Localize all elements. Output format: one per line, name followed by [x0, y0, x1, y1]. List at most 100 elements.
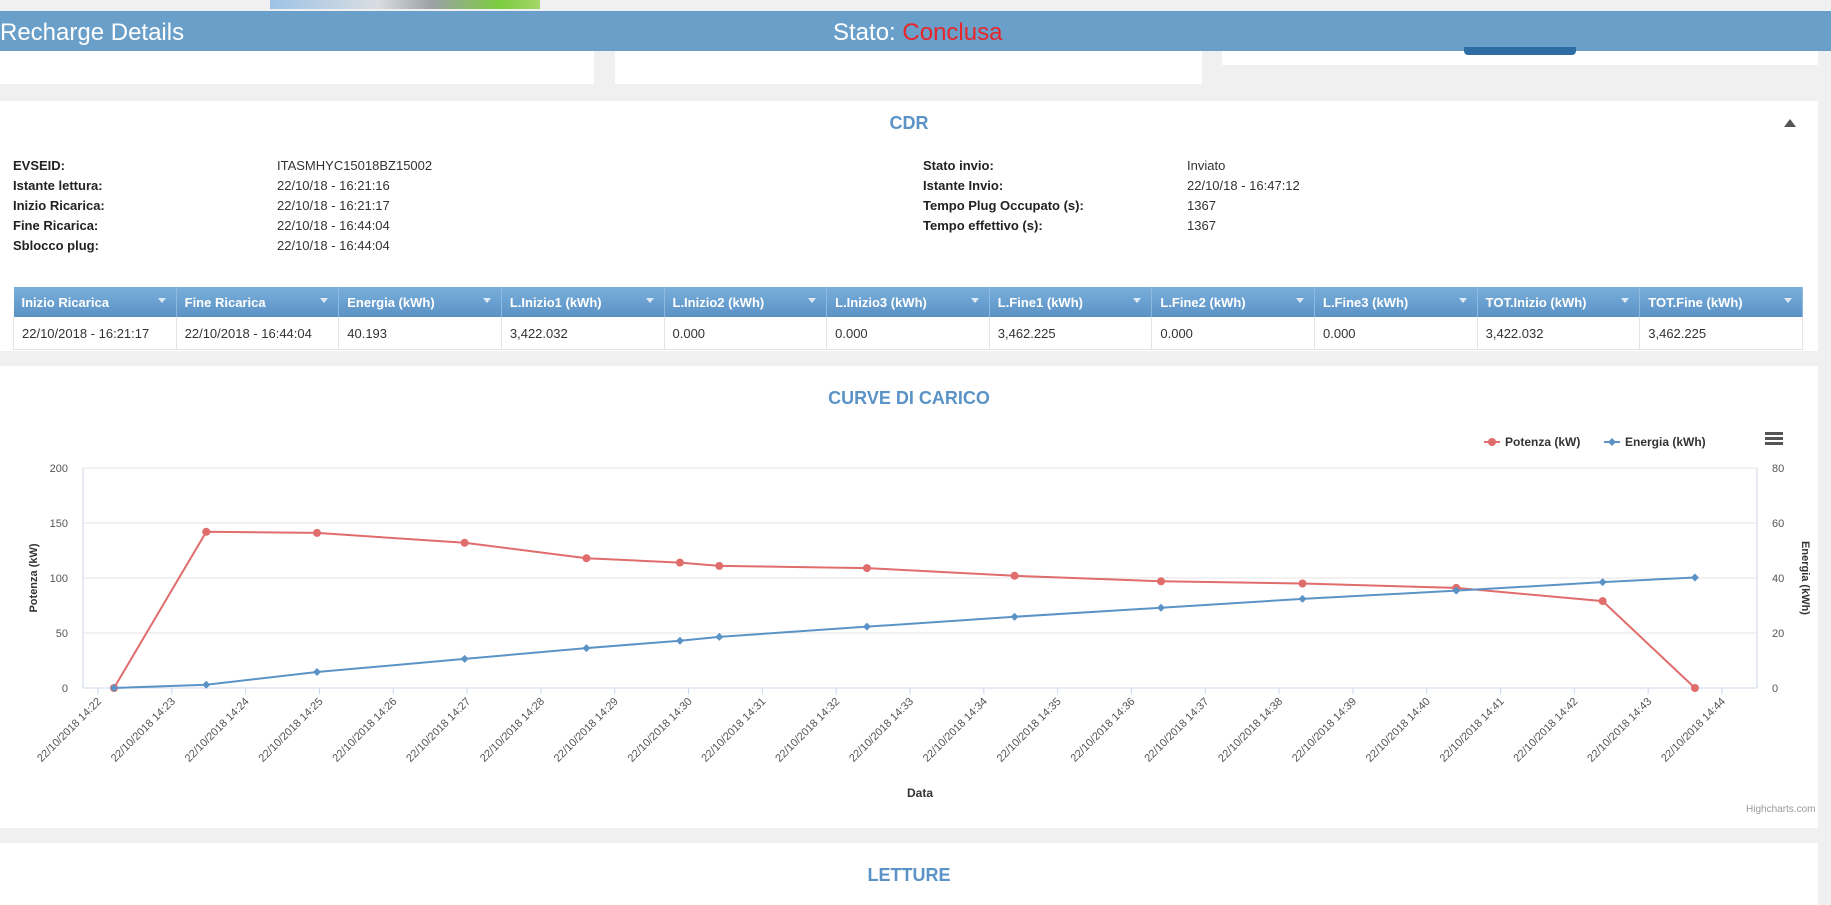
column-header[interactable]: L.Inizio1 (kWh): [501, 287, 665, 317]
y-right-tick-label: 20: [1772, 628, 1784, 640]
potenza-point: [715, 561, 724, 570]
x-tick-label: 22/10/2018 14:36: [1069, 696, 1138, 765]
potenza-point: [1690, 684, 1699, 692]
field-value: 22/10/18 - 16:47:12: [1187, 178, 1300, 193]
potenza-point: [582, 554, 591, 563]
energia-point: [582, 644, 591, 653]
page-title: Recharge Details: [0, 19, 185, 46]
chevron-down-icon[interactable]: [482, 298, 491, 303]
field-value: 22/10/18 - 16:44:04: [277, 218, 390, 233]
chevron-down-icon[interactable]: [1621, 298, 1630, 303]
potenza-point: [1156, 577, 1165, 586]
y-right-axis-title: Energia (kWh): [1799, 541, 1811, 615]
table-cell: 0.000: [664, 317, 828, 350]
column-header[interactable]: Fine Ricarica: [176, 287, 340, 317]
field-label: Fine Ricarica:: [13, 218, 99, 233]
table-header-row: Inizio Ricarica Fine Ricarica Energia (k…: [13, 287, 1803, 317]
column-header[interactable]: L.Fine3 (kWh): [1314, 287, 1478, 317]
column-header[interactable]: L.Fine1 (kWh): [989, 287, 1153, 317]
potenza-point: [312, 528, 321, 537]
table-cell: 0.000: [1314, 317, 1478, 350]
column-header[interactable]: TOT.Fine (kWh): [1639, 287, 1803, 317]
x-tick-label: 22/10/2018 14:43: [1585, 696, 1654, 765]
energia-point: [1010, 612, 1019, 621]
column-header-label: Fine Ricarica: [184, 294, 266, 310]
chart-credits[interactable]: Highcharts.com: [1746, 804, 1816, 815]
x-tick-label: 22/10/2018 14:23: [109, 696, 178, 765]
chart-menu-icon[interactable]: [1765, 432, 1783, 446]
top-panel-left: [0, 51, 594, 84]
table-row[interactable]: 22/10/2018 - 16:21:17 22/10/2018 - 16:44…: [13, 317, 1803, 350]
x-tick-label: 22/10/2018 14:28: [478, 696, 547, 765]
letture-title: LETTURE: [867, 865, 951, 885]
y-left-tick-label: 100: [50, 573, 68, 585]
energia-point: [1156, 603, 1165, 612]
column-header[interactable]: Inizio Ricarica: [13, 287, 177, 317]
field-value: 1367: [1187, 198, 1216, 213]
energia-point: [202, 680, 211, 689]
column-header-label: L.Inizio1 (kWh): [509, 294, 602, 310]
x-tick-label: 22/10/2018 14:35: [995, 696, 1064, 765]
chevron-down-icon[interactable]: [1784, 298, 1792, 303]
cdr-table: Inizio Ricarica Fine Ricarica Energia (k…: [13, 287, 1803, 350]
table-cell: 22/10/2018 - 16:21:17: [13, 317, 177, 350]
y-left-tick-label: 50: [56, 628, 68, 640]
chevron-down-icon[interactable]: [157, 298, 166, 303]
energia-point: [1298, 594, 1307, 603]
potenza-point: [862, 564, 871, 573]
chevron-down-icon[interactable]: [645, 298, 654, 303]
top-panel-button[interactable]: [1464, 47, 1576, 55]
column-header-label: L.Fine1 (kWh): [997, 294, 1083, 310]
x-tick-label: 22/10/2018 14:33: [847, 696, 916, 765]
x-tick-label: 22/10/2018 14:39: [1290, 696, 1359, 765]
field-value: ITASMHYC15018BZ15002: [277, 158, 433, 173]
x-tick-label: 22/10/2018 14:34: [921, 696, 990, 765]
chevron-down-icon[interactable]: [970, 298, 979, 303]
x-tick-label: 22/10/2018 14:26: [330, 696, 399, 765]
column-header-label: Energia (kWh): [347, 294, 435, 310]
column-header-label: L.Inizio2 (kWh): [672, 294, 765, 310]
column-header[interactable]: TOT.Inizio (kWh): [1477, 287, 1641, 317]
x-tick-label: 22/10/2018 14:44: [1659, 696, 1728, 765]
x-tick-label: 22/10/2018 14:29: [552, 696, 621, 765]
table-cell: 40.193: [338, 317, 502, 350]
y-left-tick-label: 150: [50, 518, 68, 530]
x-tick-label: 22/10/2018 14:38: [1216, 696, 1285, 765]
column-header[interactable]: L.Inizio2 (kWh): [664, 287, 828, 317]
logo-banner-strip: [270, 0, 540, 9]
energia-line: [113, 576, 1695, 689]
letture-panel: LETTURE: [0, 843, 1818, 905]
status-value: Conclusa: [902, 19, 1003, 46]
x-tick-label: 22/10/2018 14:30: [626, 696, 695, 765]
column-header-label: L.Inizio3 (kWh): [835, 294, 927, 310]
collapse-up-icon[interactable]: [1784, 119, 1796, 127]
field-label: Istante Invio:: [923, 178, 1004, 193]
legend-label: Potenza (kW): [1505, 435, 1580, 449]
potenza-point: [675, 558, 684, 567]
chevron-down-icon[interactable]: [320, 298, 329, 303]
column-header-label: L.Fine2 (kWh): [1160, 294, 1246, 310]
chevron-down-icon[interactable]: [1458, 298, 1467, 303]
top-panel-right: [1222, 51, 1818, 65]
energia-point: [460, 654, 469, 663]
legend-marker: [1608, 438, 1616, 446]
chevron-down-icon[interactable]: [808, 298, 817, 303]
status-text: Stato: Conclusa: [833, 19, 1002, 47]
table-cell: 0.000: [1151, 317, 1315, 350]
column-header[interactable]: L.Fine2 (kWh): [1151, 287, 1315, 317]
field-value: 1367: [1187, 218, 1216, 233]
energia-point: [675, 636, 684, 645]
table-cell: 0.000: [826, 317, 990, 350]
chevron-down-icon[interactable]: [1133, 298, 1142, 303]
column-header[interactable]: Energia (kWh): [338, 287, 502, 317]
energia-point: [1452, 586, 1461, 595]
column-header[interactable]: L.Inizio3 (kWh): [826, 287, 990, 317]
cdr-title: CDR: [889, 113, 929, 133]
chevron-down-icon[interactable]: [1296, 298, 1304, 303]
x-tick-label: 22/10/2018 14:31: [699, 696, 768, 765]
status-label: Stato:: [833, 19, 896, 46]
curves-title: CURVE DI CARICO: [828, 388, 990, 408]
curves-panel: CURVE DI CARICO: [0, 366, 1818, 828]
table-cell: 3,462.225: [1639, 317, 1803, 350]
